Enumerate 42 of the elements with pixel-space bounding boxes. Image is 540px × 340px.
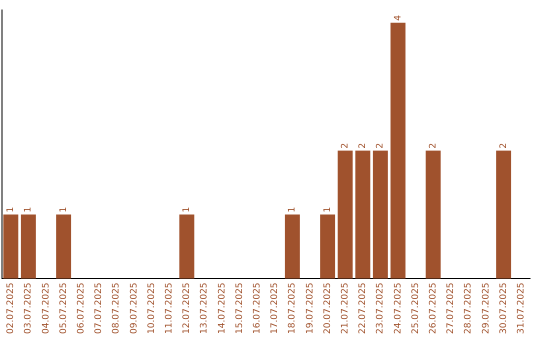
- x-tick-label: 02.07.2025: [6, 282, 16, 334]
- x-tick-label: 23.07.2025: [376, 282, 386, 334]
- x-tick-label: 15.07.2025: [234, 282, 245, 334]
- data-label: 2: [376, 142, 386, 149]
- x-tick-label: 20.07.2025: [322, 282, 333, 334]
- data-label: 1: [24, 206, 34, 213]
- x-tick-label: 19.07.2025: [305, 282, 316, 334]
- data-label: 2: [358, 142, 368, 149]
- x-tick-label: 18.07.2025: [288, 282, 298, 334]
- x-tick-label: 22.07.2025: [358, 282, 368, 334]
- x-tick-label: 10.07.2025: [146, 282, 157, 334]
- x-tick-label: 26.07.2025: [428, 282, 439, 334]
- x-tick-label: 08.07.2025: [112, 282, 122, 334]
- x-tick-label: 07.07.2025: [94, 282, 104, 334]
- x-tick-label: 16.07.2025: [252, 282, 263, 334]
- x-tick-label: 21.07.2025: [340, 282, 351, 334]
- x-tick-label: 28.07.2025: [464, 282, 474, 334]
- data-label: 2: [428, 142, 439, 149]
- data-label: 1: [182, 206, 192, 213]
- x-tick-label: 14.07.2025: [217, 282, 228, 334]
- x-tick-label: 17.07.2025: [270, 282, 280, 334]
- data-label: 1: [322, 206, 333, 213]
- data-label: 2: [498, 142, 509, 149]
- x-tick-label: 03.07.2025: [24, 282, 34, 334]
- x-tick-label: 25.07.2025: [410, 282, 421, 334]
- data-label: 1: [6, 206, 16, 213]
- data-label: 2: [340, 142, 351, 149]
- x-tick-label: 11.07.2025: [164, 282, 175, 334]
- x-tick-label: 04.07.2025: [41, 282, 52, 334]
- data-label: 1: [288, 206, 298, 213]
- x-tick-label: 24.07.2025: [393, 282, 404, 334]
- x-tick-label: 13.07.2025: [200, 282, 210, 334]
- x-tick-label: 12.07.2025: [182, 282, 192, 334]
- data-label: 4: [393, 14, 404, 21]
- data-label: 1: [58, 206, 69, 213]
- x-tick-label: 27.07.2025: [446, 282, 456, 334]
- x-tick-label: 31.07.2025: [516, 282, 527, 334]
- x-tick-label: 09.07.2025: [129, 282, 140, 334]
- x-tick-label: 30.07.2025: [498, 282, 509, 334]
- x-tick-label: 05.07.2025: [58, 282, 69, 334]
- x-tick-label: 06.07.2025: [76, 282, 87, 334]
- x-tick-label: 29.07.2025: [481, 282, 492, 334]
